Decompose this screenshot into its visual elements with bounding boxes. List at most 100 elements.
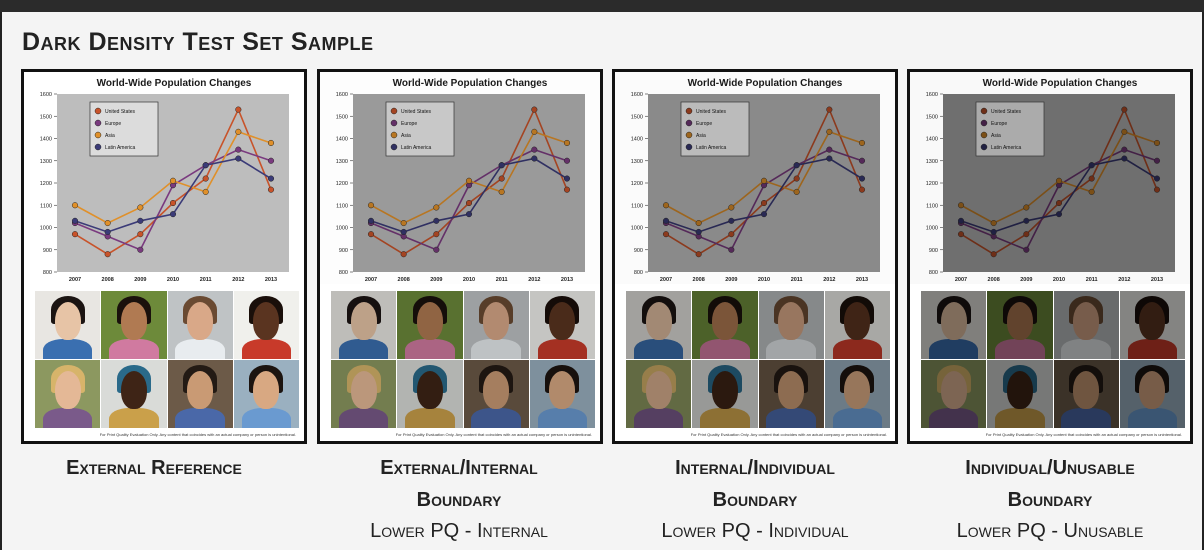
disclaimer-text: For Print Quality Evaluation Only. Any c… <box>395 432 592 437</box>
legend-marker <box>94 143 102 151</box>
portrait-grid <box>35 291 299 428</box>
x-tick-label: 2011 <box>200 277 212 283</box>
portrait-face <box>483 301 510 340</box>
legend-label: United States <box>105 109 136 115</box>
portrait-woman-indian <box>397 291 463 359</box>
portrait-face <box>645 301 672 340</box>
data-point <box>267 186 275 193</box>
data-point <box>1121 155 1128 162</box>
data-point <box>563 157 571 164</box>
portrait-shoulders <box>1127 338 1178 359</box>
portrait-boy-african <box>824 291 890 359</box>
portrait-man-asian <box>463 360 529 428</box>
portrait-face <box>54 301 81 340</box>
portrait-face <box>253 301 280 340</box>
data-point <box>465 199 473 207</box>
portrait-woman-asian <box>626 291 692 359</box>
data-point <box>695 220 702 227</box>
portrait-man-caucasian <box>167 291 233 359</box>
data-point <box>433 204 440 211</box>
chart-title: World-Wide Population Changes <box>393 78 548 89</box>
legend-label: Asia <box>401 133 411 139</box>
data-point <box>1055 199 1063 207</box>
data-point <box>990 228 997 235</box>
panel-caption: Individual/Unusable Boundary <box>907 452 1193 516</box>
data-point <box>531 155 538 162</box>
data-point <box>367 231 375 238</box>
data-point <box>400 228 407 235</box>
legend-marker <box>980 107 988 115</box>
data-point <box>695 228 702 235</box>
data-point <box>137 204 144 211</box>
legend-label: United States <box>401 109 432 115</box>
sample-panel: World-Wide Population Changes 800 900 1000 1… <box>21 69 307 444</box>
data-point <box>662 231 670 238</box>
data-point <box>1023 217 1030 224</box>
data-point <box>990 251 997 258</box>
x-tick-label: 2007 <box>69 277 81 283</box>
x-tick-label: 2010 <box>463 277 475 283</box>
data-point <box>433 217 440 224</box>
data-point <box>465 211 473 218</box>
data-point <box>1088 175 1095 182</box>
legend-label: Latin America <box>696 145 727 151</box>
portrait-face <box>483 370 510 409</box>
data-point <box>563 139 571 146</box>
portrait-man-young-asian <box>1119 360 1185 428</box>
x-tick-label: 2007 <box>955 277 967 283</box>
portrait-man-young-asian <box>529 360 595 428</box>
data-point <box>202 188 209 195</box>
y-tick-label: 800 <box>43 270 52 276</box>
x-tick-label: 2012 <box>823 277 835 283</box>
portrait-woman-blonde <box>35 360 101 428</box>
portrait-face <box>120 370 147 409</box>
y-tick-label: 1400 <box>40 137 52 143</box>
data-point <box>1088 188 1095 195</box>
portrait-shoulders <box>700 338 750 359</box>
data-point <box>858 186 866 193</box>
data-point <box>1088 162 1095 169</box>
data-point <box>400 251 407 258</box>
portrait-shoulders <box>1061 407 1111 428</box>
panel-caption: External Reference <box>11 452 297 484</box>
legend-label: Asia <box>696 133 706 139</box>
x-tick-label: 2013 <box>1151 277 1163 283</box>
portrait-shoulders <box>633 338 684 359</box>
x-tick-label: 2011 <box>791 277 803 283</box>
sample-panel: World-Wide Population Changes 800 900 1000 1… <box>612 69 898 444</box>
portrait-face <box>350 301 377 340</box>
data-point <box>793 175 800 182</box>
x-tick-label: 2009 <box>134 277 146 283</box>
panel-caption: External/Internal Boundary <box>316 452 602 516</box>
data-point <box>1153 186 1161 193</box>
portrait-woman-african <box>101 360 167 428</box>
portrait-woman-indian <box>987 291 1053 359</box>
legend-box <box>975 101 1045 157</box>
legend-marker <box>685 131 693 139</box>
data-point <box>367 217 375 224</box>
caption-line-2: Boundary <box>416 489 502 511</box>
y-tick-label: 1100 <box>926 203 938 209</box>
caption-line-1: Individual/Unusable <box>965 457 1135 479</box>
x-tick-label: 2013 <box>856 277 868 283</box>
portrait-man-asian <box>167 360 233 428</box>
x-tick-label: 2007 <box>660 277 672 283</box>
portrait-shoulders <box>471 338 521 359</box>
data-point <box>1055 211 1063 218</box>
portrait-shoulders <box>241 338 292 359</box>
sample-panel: World-Wide Population Changes 800 900 1000 1… <box>317 69 603 444</box>
portrait-man-young-asian <box>824 360 890 428</box>
chart-title: World-Wide Population Changes <box>983 78 1138 89</box>
data-point <box>990 220 997 227</box>
data-point <box>1023 231 1030 238</box>
portrait-boy-african <box>233 291 299 359</box>
legend-box <box>385 101 455 157</box>
y-tick-label: 1000 <box>926 226 938 232</box>
y-tick-label: 1300 <box>631 159 643 165</box>
y-tick-label: 1500 <box>926 114 938 120</box>
y-tick-label: 1500 <box>40 114 52 120</box>
data-point <box>563 175 571 182</box>
y-tick-label: 1200 <box>40 181 52 187</box>
portrait-face <box>350 370 377 409</box>
x-tick-label: 2011 <box>496 277 508 283</box>
